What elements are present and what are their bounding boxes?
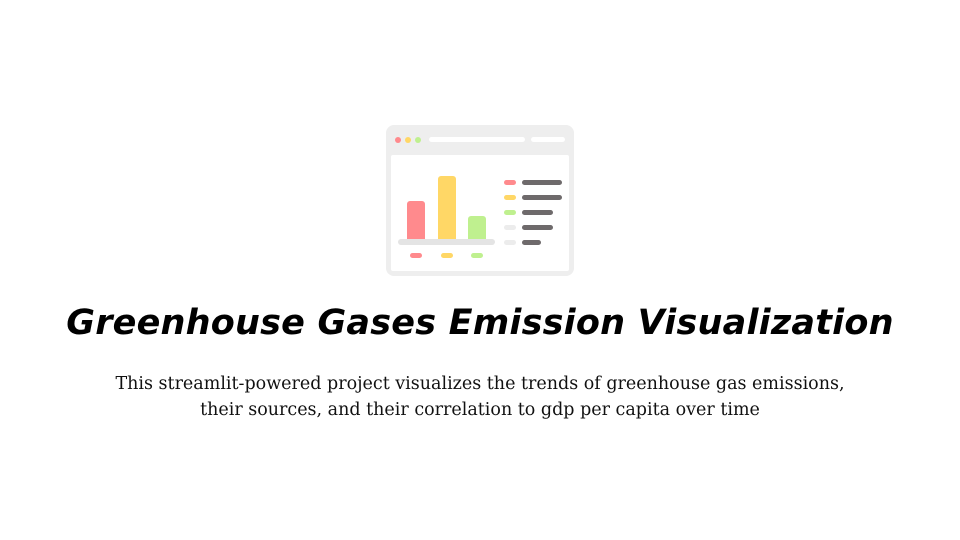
browser-bar-chart-icon [386,125,574,276]
legend-dot-green [504,210,516,215]
axis-pill-red [410,253,422,258]
axis-pill-green [471,253,483,258]
description-line-1: This streamlit-powered project visualize… [115,374,845,394]
chart-baseline [398,239,495,245]
description-line-2: their sources, and their correlation to … [200,400,760,420]
chart-bar-yellow [438,176,456,241]
chart-bar-red [407,201,425,241]
window-dot-green-icon [415,137,421,143]
page-description: This streamlit-powered project visualize… [80,371,880,423]
legend-line-1 [522,180,562,185]
chart-bar-green [468,216,486,241]
window-dot-yellow-icon [405,137,411,143]
page-title: Greenhouse Gases Emission Visualization [66,303,894,343]
legend-line-3 [522,210,553,215]
legend-dot-yellow [504,195,516,200]
axis-pill-yellow [441,253,453,258]
window-dot-red-icon [395,137,401,143]
legend-dot-red [504,180,516,185]
legend-line-5 [522,240,541,245]
address-bar [429,137,525,142]
legend-line-2 [522,195,562,200]
address-bar-short [531,137,565,142]
legend-line-4 [522,225,553,230]
legend-dot-grey-2 [504,240,516,245]
legend-dot-grey [504,225,516,230]
window-content [391,155,569,271]
